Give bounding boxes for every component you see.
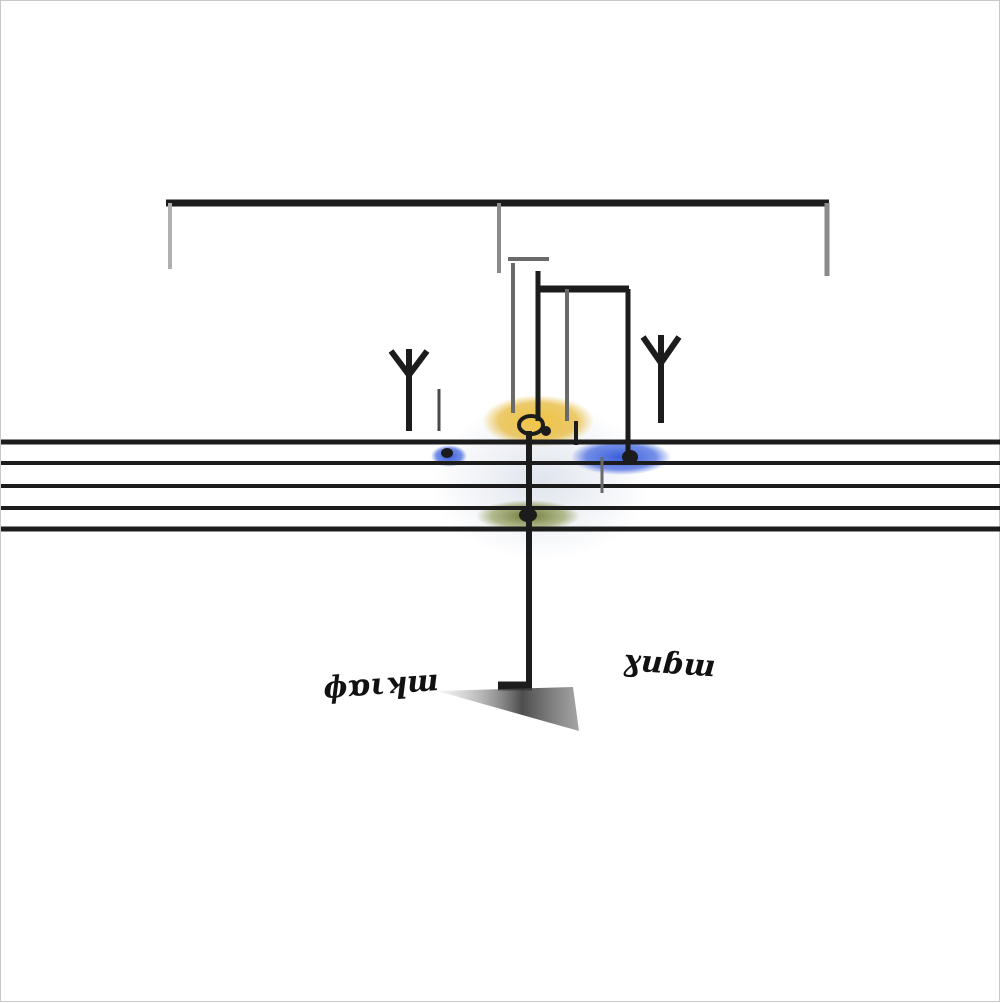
left-label: ɸɒιʞɯ (322, 663, 440, 706)
beam-group (508, 257, 631, 493)
right-label: ɣuɓɯ (622, 643, 717, 684)
trident-icon (388, 349, 441, 431)
notehead-small (541, 426, 551, 436)
blue-glow (571, 439, 671, 475)
shadow-wedge (437, 687, 579, 731)
top-bracket (166, 199, 830, 276)
notehead-blue (622, 450, 638, 464)
staff-lines (1, 439, 1000, 532)
trident-icon (640, 335, 682, 423)
notehead-left (441, 448, 453, 458)
